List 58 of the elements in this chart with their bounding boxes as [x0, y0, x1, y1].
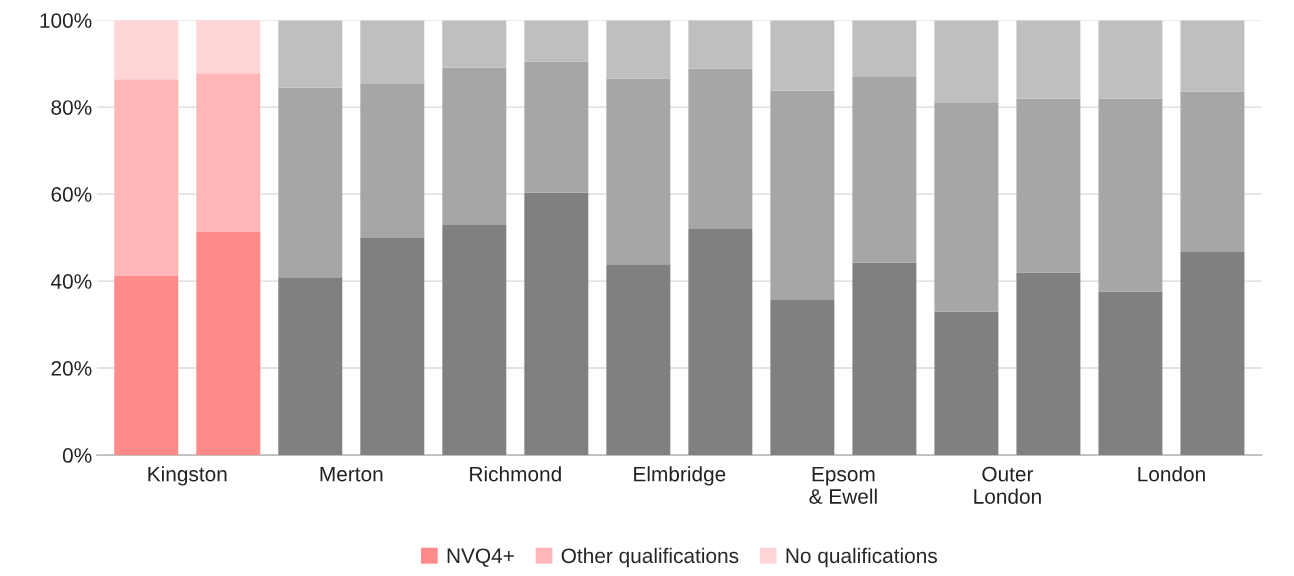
bar	[278, 277, 343, 456]
bar	[1180, 20, 1245, 92]
legend-label: No qualifications	[786, 547, 937, 568]
bar	[114, 79, 179, 276]
bar	[442, 20, 507, 68]
x-tick-label: Merton	[320, 466, 383, 482]
x-tick-label: Outer London	[974, 466, 1041, 504]
y-tick-label: 20%	[51, 361, 92, 376]
bar	[114, 20, 179, 80]
y-tick-label: 40%	[50, 274, 92, 289]
y-tick-label: 80%	[51, 100, 92, 115]
bar	[770, 299, 835, 456]
bar	[524, 20, 589, 62]
bar	[1016, 20, 1081, 99]
x-tick-label: Epsom & Ewell	[809, 466, 877, 504]
bar	[196, 231, 261, 456]
y-tick-label: 100%	[40, 13, 92, 28]
bar	[196, 73, 261, 232]
bar	[524, 192, 589, 456]
bar	[360, 83, 425, 239]
bar	[1098, 20, 1163, 99]
x-tick-label: Elmbridge	[634, 466, 726, 486]
x-tick-label: London	[1138, 466, 1205, 482]
bar	[688, 20, 753, 69]
bar	[606, 78, 671, 265]
bar	[524, 61, 589, 193]
bar	[770, 90, 835, 300]
bar	[1098, 291, 1163, 456]
bar	[278, 87, 343, 278]
bar	[606, 264, 671, 456]
bar	[770, 20, 835, 91]
bar	[852, 76, 917, 263]
bar	[442, 67, 507, 225]
bar	[360, 238, 425, 456]
bar	[606, 20, 671, 79]
bar	[114, 275, 179, 456]
legend-label: Other qualifications	[561, 547, 739, 568]
bar	[1016, 272, 1081, 456]
bar	[934, 20, 999, 103]
bar	[442, 224, 507, 456]
x-tick-label: Richmond	[470, 466, 561, 482]
bar	[1098, 98, 1163, 292]
y-tick-label: 0%	[62, 448, 92, 463]
bar	[688, 68, 753, 229]
bar	[1016, 98, 1081, 273]
bar	[278, 20, 343, 88]
bar	[1180, 251, 1245, 456]
bar	[1180, 91, 1245, 252]
bar	[934, 311, 999, 456]
bar	[934, 102, 999, 312]
bar	[852, 262, 917, 456]
bar	[360, 20, 425, 84]
y-tick-label: 60%	[51, 187, 92, 202]
legend-label: NVQ4+	[447, 548, 514, 567]
bar	[196, 20, 261, 74]
x-tick-label: Kingston	[148, 466, 227, 486]
bar	[852, 20, 917, 77]
bar	[688, 228, 753, 456]
